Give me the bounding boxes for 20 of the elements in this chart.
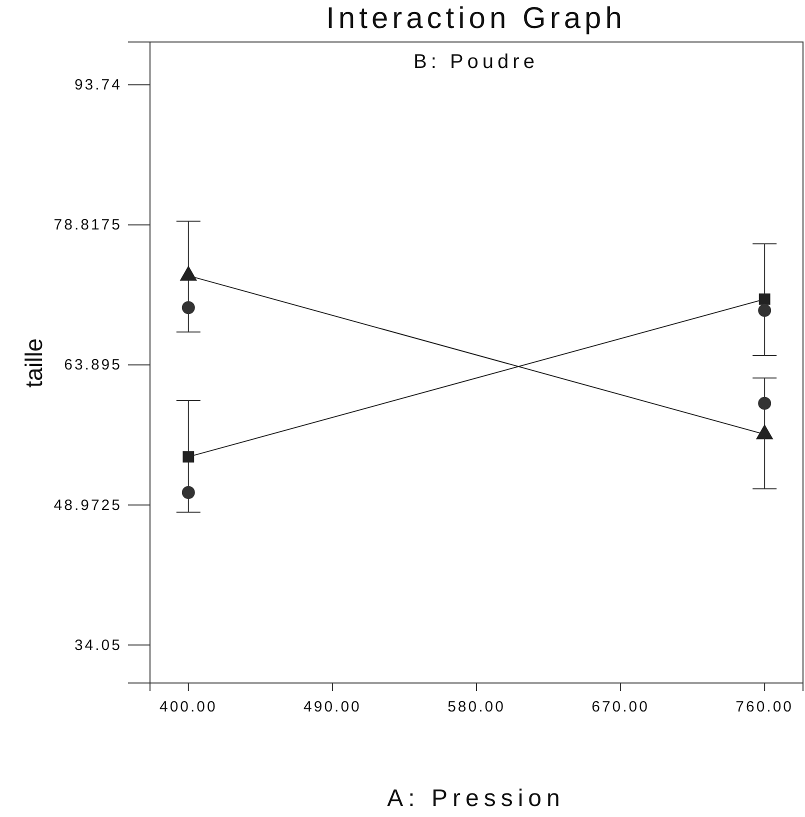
- point: [758, 396, 772, 410]
- x-tick-label: 760.00: [736, 698, 794, 716]
- x-tick-label: 490.00: [304, 698, 362, 716]
- x-tick-label: 400.00: [159, 698, 218, 716]
- y-tick-label: 48.9725: [54, 496, 122, 514]
- point: [182, 486, 195, 499]
- point: [182, 301, 195, 314]
- x-tick-label: 670.00: [592, 698, 650, 716]
- point: [758, 293, 770, 305]
- y-tick-label: 93.74: [74, 76, 122, 94]
- y-axis-title: taille: [21, 338, 48, 388]
- y-tick-label: 34.05: [74, 636, 122, 654]
- y-tick-label: 78.8175: [54, 216, 122, 234]
- chart-subtitle: B: Poudre: [414, 51, 538, 73]
- x-tick-label: 580.00: [448, 698, 506, 716]
- chart-title: Interaction Graph: [326, 2, 626, 35]
- point: [758, 304, 772, 317]
- x-axis-title: A: Pression: [387, 785, 565, 812]
- point: [182, 451, 194, 463]
- y-tick-label: 63.895: [64, 356, 122, 374]
